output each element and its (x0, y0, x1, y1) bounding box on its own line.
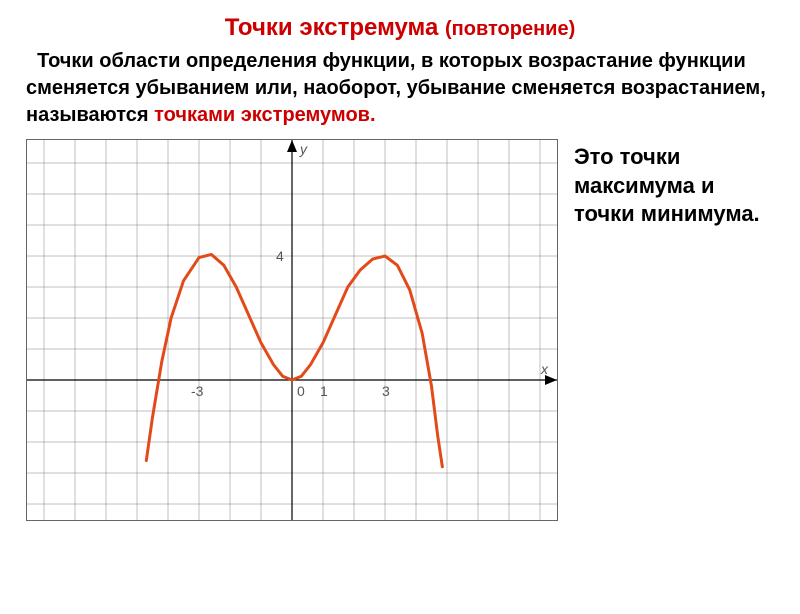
svg-text:4: 4 (276, 248, 284, 264)
svg-text:x: x (540, 361, 549, 377)
title-sub: (повторение) (445, 18, 575, 40)
svg-text:1: 1 (320, 383, 328, 399)
svg-text:y: y (299, 141, 308, 157)
definition-highlight: точками экстремумов. (154, 104, 375, 126)
svg-text:-3: -3 (191, 383, 204, 399)
svg-text:0: 0 (297, 383, 305, 399)
page-title: Точки экстремума (повторение) (0, 14, 800, 42)
definition-pre: Точки области определения функции, в кот… (26, 50, 766, 126)
title-main: Точки экстремума (225, 14, 439, 41)
chart-container: 01 -3 3 4 x y (26, 139, 558, 521)
definition-text: Точки области определения функции, в кот… (26, 48, 774, 129)
chart-svg: 01 -3 3 4 x y (27, 140, 557, 520)
svg-text:3: 3 (382, 383, 390, 399)
side-note: Это точки максимума и точки минимума. (574, 143, 774, 229)
content-row: 01 -3 3 4 x y Это точки максимума и точки мин… (26, 139, 800, 521)
